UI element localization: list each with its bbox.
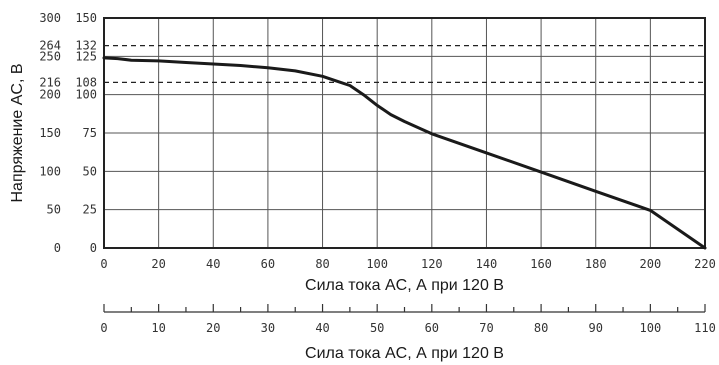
- secondary-x-tick-label: 70: [479, 321, 493, 335]
- plot-frame: [103, 17, 706, 249]
- secondary-x-tick-label: 60: [425, 321, 439, 335]
- secondary-x-tick-label: 0: [100, 321, 107, 335]
- y-tick-label-outer: 216: [39, 75, 61, 89]
- secondary-x-tick-label: 10: [151, 321, 165, 335]
- y-tick-label-inner: 50: [83, 164, 97, 178]
- secondary-x-tick-label: 100: [640, 321, 662, 335]
- x-tick-label: 20: [151, 257, 165, 271]
- y-axis-title: Напряжение AC, В: [9, 63, 26, 202]
- x-tick-label: 200: [640, 257, 662, 271]
- y-tick-label-inner: 100: [75, 88, 97, 102]
- y-tick-label-inner: 0: [90, 241, 97, 255]
- y-tick-label-outer: 100: [39, 164, 61, 178]
- secondary-x-tick-label: 40: [315, 321, 329, 335]
- y-tick-label-inner: 125: [75, 49, 97, 63]
- secondary-x-tick-label: 90: [589, 321, 603, 335]
- y-tick-label-inner: 25: [83, 203, 97, 217]
- secondary-x-tick-label: 30: [261, 321, 275, 335]
- x-tick-label: 100: [366, 257, 388, 271]
- x-axis-title: Сила тока AC, А при 120 В: [305, 277, 504, 294]
- y-tick-label-inner: 150: [75, 11, 97, 25]
- x-tick-label: 180: [585, 257, 607, 271]
- y-tick-label-outer: 300: [39, 11, 61, 25]
- x-tick-label: 40: [206, 257, 220, 271]
- x-tick-label: 60: [261, 257, 275, 271]
- y-tick-label-outer: 0: [54, 241, 61, 255]
- x-tick-label: 160: [530, 257, 552, 271]
- x-tick-label: 220: [694, 257, 716, 271]
- y-tick-label-inner: 132: [75, 39, 97, 53]
- y-tick-label-outer: 264: [39, 39, 61, 53]
- y-tick-label-inner: 108: [75, 75, 97, 89]
- x-tick-label: 80: [315, 257, 329, 271]
- y-tick-label-inner: 75: [83, 126, 97, 140]
- secondary-x-axis-title: Сила тока AC, А при 120 В: [305, 345, 504, 362]
- voltage-current-curve: [102, 56, 707, 250]
- y-tick-label-outer: 150: [39, 126, 61, 140]
- secondary-x-tick-label: 50: [370, 321, 384, 335]
- secondary-x-tick-label: 20: [206, 321, 220, 335]
- x-tick-label: 140: [476, 257, 498, 271]
- x-tick-label: 0: [100, 257, 107, 271]
- y-tick-label-outer: 200: [39, 88, 61, 102]
- y-tick-label-outer: 50: [47, 203, 61, 217]
- y-tick-label-outer: 250: [39, 49, 61, 63]
- secondary-x-tick-label: 80: [534, 321, 548, 335]
- secondary-x-tick-label: 110: [694, 321, 716, 335]
- x-tick-label: 120: [421, 257, 443, 271]
